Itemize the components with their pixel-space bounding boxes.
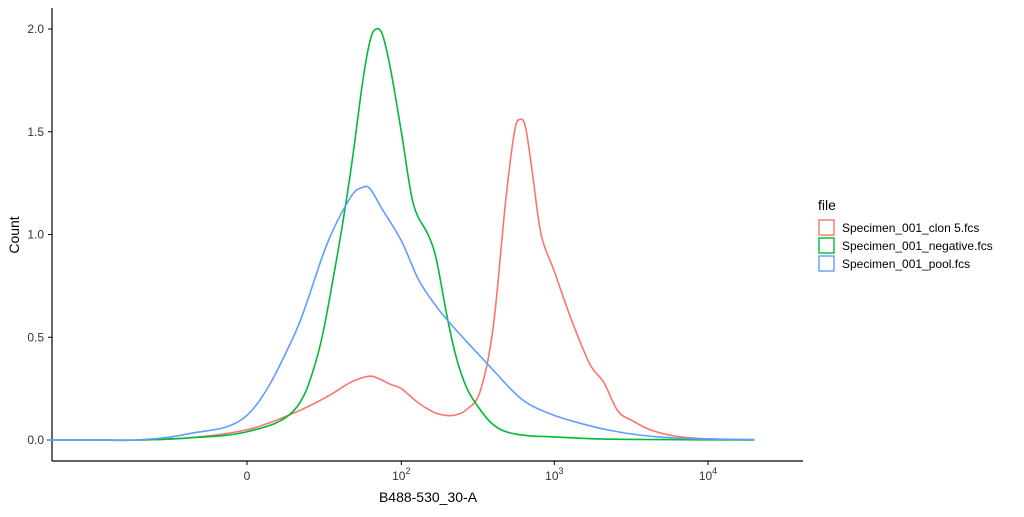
- legend-key-3: [818, 255, 835, 272]
- x-axis-label: B488-530_30-A: [379, 489, 478, 505]
- legend-label-1: Specimen_001_clon 5.fcs: [842, 221, 979, 235]
- x-ticks: 0 102 103 104: [244, 461, 717, 483]
- series-line-2: [46, 27, 755, 441]
- legend-key-2: [818, 237, 835, 254]
- y-tick-label: 0.0: [27, 433, 44, 447]
- x-tick-label: 102: [392, 466, 410, 483]
- series-layer: [46, 27, 755, 442]
- legend-title: file: [818, 197, 836, 213]
- legend-label-2: Specimen_001_negative.fcs: [842, 239, 993, 253]
- y-tick-label: 1.5: [27, 125, 44, 139]
- legend: file Specimen_001_clon 5.fcs Specimen_001…: [818, 197, 993, 272]
- x-tick-label: 104: [699, 466, 717, 483]
- legend-label-3: Specimen_001_pool.fcs: [842, 257, 970, 271]
- series-line-1: [46, 118, 755, 441]
- series-line-3: [46, 185, 755, 442]
- legend-key-1: [818, 219, 835, 236]
- y-ticks: 0.0 0.5 1.0 1.5 2.0: [27, 22, 52, 447]
- y-tick-label: 1.0: [27, 228, 44, 242]
- y-tick-label: 2.0: [27, 22, 44, 36]
- y-tick-label: 0.5: [27, 330, 44, 344]
- axes-layer: Count B488-530_30-A: [6, 8, 803, 505]
- x-tick-label: 0: [244, 469, 251, 483]
- y-axis-label: Count: [6, 216, 22, 253]
- x-tick-label: 103: [545, 466, 563, 483]
